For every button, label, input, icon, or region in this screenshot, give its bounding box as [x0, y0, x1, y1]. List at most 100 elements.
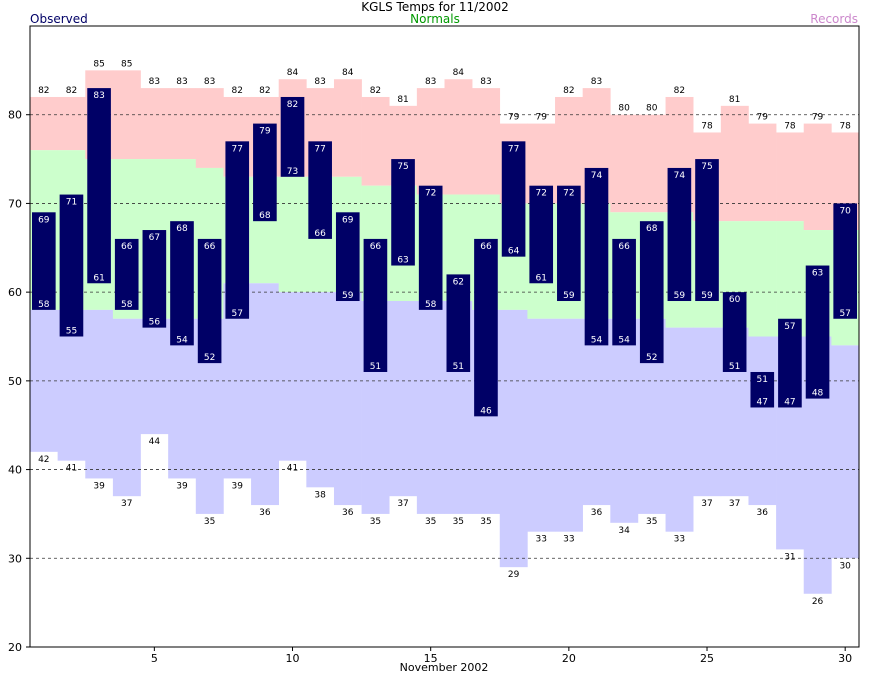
observed-bar: [778, 318, 802, 408]
record-low-band: [140, 318, 169, 435]
normal-band: [278, 176, 307, 293]
record-high-label: 81: [397, 95, 408, 105]
record-high-band: [748, 123, 777, 222]
observed-low-label: 52: [204, 353, 215, 363]
observed-high-label: 51: [757, 375, 768, 385]
record-low-band: [251, 283, 279, 506]
observed-bar: [446, 274, 471, 372]
record-low-band: [389, 301, 418, 497]
record-low-label: 36: [591, 508, 603, 518]
record-high-label: 82: [66, 86, 77, 96]
observed-high-label: 82: [287, 100, 298, 110]
x-axis-label: November 2002: [399, 661, 489, 674]
legend-normals: Normals: [410, 12, 460, 26]
record-high-label: 78: [701, 121, 713, 131]
observed-bar: [59, 194, 84, 337]
record-low-label: 39: [93, 481, 105, 491]
observed-bar: [418, 185, 443, 310]
record-low-label: 26: [812, 597, 824, 607]
record-high-band: [333, 79, 362, 177]
observed-low-label: 63: [397, 256, 408, 266]
observed-bar: [87, 88, 111, 284]
observed-bar: [750, 371, 775, 408]
record-low-band: [555, 318, 583, 532]
plot-frame: [29, 25, 860, 648]
observed-high-label: 72: [425, 189, 436, 199]
record-low-label: 36: [259, 508, 271, 518]
observed-bar: [474, 238, 498, 417]
record-high-label: 82: [563, 86, 574, 96]
record-high-label: 82: [259, 86, 270, 96]
record-high-band: [140, 88, 169, 160]
x-tick-label: 5: [151, 652, 158, 665]
record-high-band: [610, 114, 639, 213]
observed-bar: [114, 238, 139, 310]
record-high-label: 85: [121, 59, 132, 69]
observed-low-label: 59: [563, 291, 575, 301]
observed-high-label: 77: [232, 144, 243, 154]
observed-high-label: 74: [674, 171, 686, 181]
y-tick-label: 40: [8, 464, 22, 477]
record-low-label: 44: [149, 437, 161, 447]
normal-band: [776, 221, 805, 337]
record-high-band: [444, 79, 473, 195]
record-high-label: 82: [232, 86, 243, 96]
observed-bar: [833, 203, 857, 319]
grid-layer: [30, 114, 859, 559]
observed-high-label: 68: [176, 224, 188, 234]
record-low-label: 31: [784, 552, 795, 562]
observed-high-label: 75: [397, 162, 408, 172]
record-low-band: [665, 327, 694, 532]
observed-low-label: 59: [674, 291, 686, 301]
record-high-label: 83: [149, 77, 160, 87]
record-low-band: [306, 292, 335, 488]
observed-bar: [501, 141, 526, 257]
record-low-band: [278, 292, 307, 461]
observed-high-label: 63: [812, 269, 823, 279]
observed-high-label: 57: [784, 322, 795, 332]
observed-low-label: 51: [729, 362, 740, 372]
observed-low-label: 58: [121, 300, 133, 310]
x-tick-label: 10: [286, 652, 300, 665]
observed-low-label: 61: [535, 273, 546, 283]
observed-low-label: 57: [839, 309, 850, 319]
observed-high-label: 66: [618, 242, 630, 252]
observed-bar: [584, 167, 609, 346]
observed-bar: [639, 221, 664, 364]
observed-low-label: 59: [701, 291, 713, 301]
y-tick-label: 30: [8, 552, 22, 565]
observed-high-label: 77: [508, 144, 519, 154]
record-low-band: [333, 292, 362, 506]
record-low-label: 35: [204, 517, 215, 527]
x-tick-label: 15: [424, 652, 438, 665]
record-high-label: 78: [839, 121, 851, 131]
observed-low-label: 57: [232, 309, 243, 319]
y-tick-label: 80: [8, 109, 22, 122]
observed-high-label: 67: [149, 233, 160, 243]
record-high-label: 81: [729, 95, 740, 105]
record-high-label: 80: [646, 104, 658, 114]
observed-low-label: 58: [425, 300, 437, 310]
record-high-band: [776, 132, 805, 222]
observed-bar: [363, 238, 388, 372]
label-layer: 82 42 69 58 82 41 71 55 85 39 83 61 85 37 66 58 83 44 67 56…: [38, 59, 851, 606]
observed-high-label: 71: [66, 198, 77, 208]
observed-high-label: 74: [591, 171, 603, 181]
record-low-label: 38: [314, 490, 326, 500]
observed-high-label: 72: [563, 189, 574, 199]
record-high-band: [361, 96, 390, 186]
observed-low-label: 55: [66, 327, 77, 337]
observed-low-label: 47: [757, 397, 768, 407]
record-low-label: 35: [370, 517, 381, 527]
y-tick-label: 50: [8, 375, 22, 388]
record-low-label: 41: [287, 464, 298, 474]
observed-bar: [335, 212, 360, 302]
observed-high-label: 72: [535, 189, 546, 199]
record-low-band: [748, 336, 777, 506]
record-low-label: 35: [480, 517, 491, 527]
observed-low-label: 61: [93, 273, 104, 283]
x-tick-label: 30: [838, 652, 852, 665]
record-low-band: [112, 318, 141, 497]
observed-low-label: 64: [508, 247, 520, 257]
